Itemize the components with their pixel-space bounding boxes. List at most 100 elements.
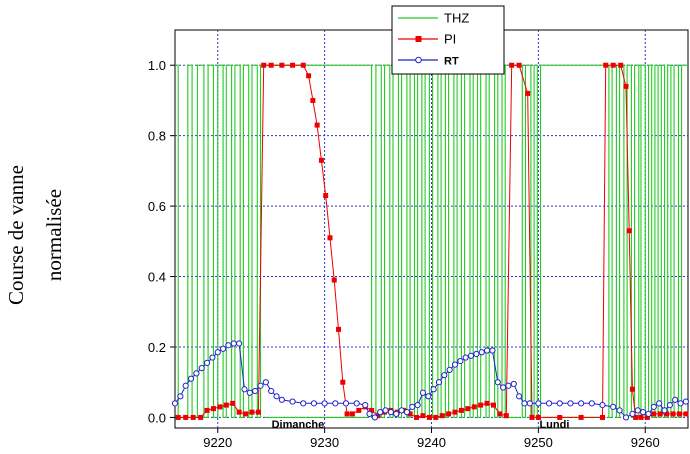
rt-point	[353, 400, 360, 407]
rt-point	[535, 400, 542, 407]
pi-point	[578, 414, 584, 420]
pi-point	[243, 411, 249, 417]
pi-point	[369, 407, 375, 413]
rt-point	[198, 365, 205, 372]
rt-point	[236, 340, 243, 347]
rt-point	[246, 389, 253, 396]
rt-point	[545, 400, 553, 407]
pi-point	[657, 411, 663, 417]
rt-point	[616, 407, 623, 414]
legend-item-thz: THZ	[398, 11, 469, 26]
pi-point	[626, 228, 632, 234]
pi-point	[204, 407, 210, 413]
pi-point	[310, 97, 316, 103]
rt-point	[666, 402, 673, 409]
rt-point	[682, 398, 689, 405]
rt-point	[300, 400, 307, 407]
rt-point	[310, 400, 318, 407]
pi-point	[676, 411, 682, 417]
pi-point	[375, 413, 381, 419]
rt-point	[516, 393, 523, 400]
y-tick-label-4: 0.8	[148, 129, 166, 144]
rt-point	[467, 352, 475, 359]
pi-point	[452, 409, 458, 415]
rt-point	[451, 361, 459, 368]
rt-point	[414, 402, 421, 409]
legend-label-rt: RT	[444, 56, 459, 68]
pi-point	[497, 411, 503, 417]
pi-point	[503, 413, 509, 419]
pi-point	[557, 414, 563, 420]
rt-point	[629, 410, 636, 418]
y-tick-label-5: 1.0	[148, 58, 166, 73]
pi-point	[651, 411, 657, 417]
rt-point	[622, 414, 630, 421]
rt-point	[214, 349, 221, 356]
x-tick-label-9240: 9240	[417, 435, 446, 450]
rt-point	[209, 354, 216, 361]
pi-point	[327, 235, 333, 241]
pi-point	[638, 414, 644, 420]
legend-item-pi: PI	[398, 32, 456, 47]
pi-point	[516, 62, 522, 68]
rt-point	[494, 379, 501, 386]
legend: THZ PI RT	[391, 5, 505, 75]
pi-point	[610, 62, 616, 68]
y-axis-label-line-1: Course de vanne	[4, 165, 28, 305]
pi-point	[670, 411, 676, 417]
series-layer	[171, 62, 689, 421]
rt-point	[193, 370, 200, 377]
rt-point	[645, 410, 652, 418]
rt-point	[578, 400, 585, 407]
rt-point	[500, 384, 507, 391]
rt-point	[556, 400, 563, 407]
pi-point	[618, 62, 624, 68]
legend-item-rt: RT	[398, 56, 459, 68]
pi-point	[217, 404, 223, 410]
rt-point	[362, 402, 369, 409]
rt-point	[462, 354, 469, 361]
y-tick-label-3: 0.6	[148, 199, 166, 214]
pi-point	[484, 400, 490, 406]
pi-point	[261, 62, 267, 68]
rt-point	[241, 386, 248, 393]
pi-point	[318, 157, 324, 163]
rt-point	[650, 403, 657, 410]
pi-point	[664, 411, 670, 417]
x-axis: 9220 9230 9240 9250 9260	[203, 428, 660, 450]
rt-point	[441, 372, 448, 379]
pi-point	[644, 414, 650, 420]
y-axis-label: Course de vanne normalisée	[4, 165, 66, 305]
y-tick-label-1: 0.2	[148, 340, 166, 355]
legend-box	[391, 5, 505, 75]
rt-point	[289, 398, 296, 405]
pi-point	[414, 414, 420, 420]
pi-point	[535, 414, 541, 420]
pi-point	[525, 90, 531, 96]
x-tick-label-9220: 9220	[203, 435, 232, 450]
pi-point	[306, 73, 312, 79]
rt-point	[526, 400, 533, 407]
series-rt-markers	[171, 340, 689, 421]
pi-point	[407, 411, 413, 417]
pi-point	[478, 402, 484, 408]
rt-point	[656, 400, 663, 407]
pi-point	[175, 414, 181, 420]
legend-marker-pi	[415, 36, 422, 42]
legend-marker-rt	[415, 56, 422, 64]
rt-point	[677, 400, 684, 407]
pi-point	[210, 406, 216, 412]
pi-point	[446, 411, 452, 417]
rt-point	[409, 403, 416, 410]
pi-point	[683, 411, 689, 417]
pi-point	[471, 404, 477, 410]
rt-point	[640, 409, 647, 416]
y-tick-label-0: 0.0	[148, 410, 166, 425]
rt-point	[610, 403, 617, 410]
pi-point	[190, 414, 196, 420]
rt-point	[457, 357, 464, 365]
pi-point	[314, 122, 320, 128]
pi-point	[529, 414, 535, 420]
pi-point	[349, 411, 355, 417]
